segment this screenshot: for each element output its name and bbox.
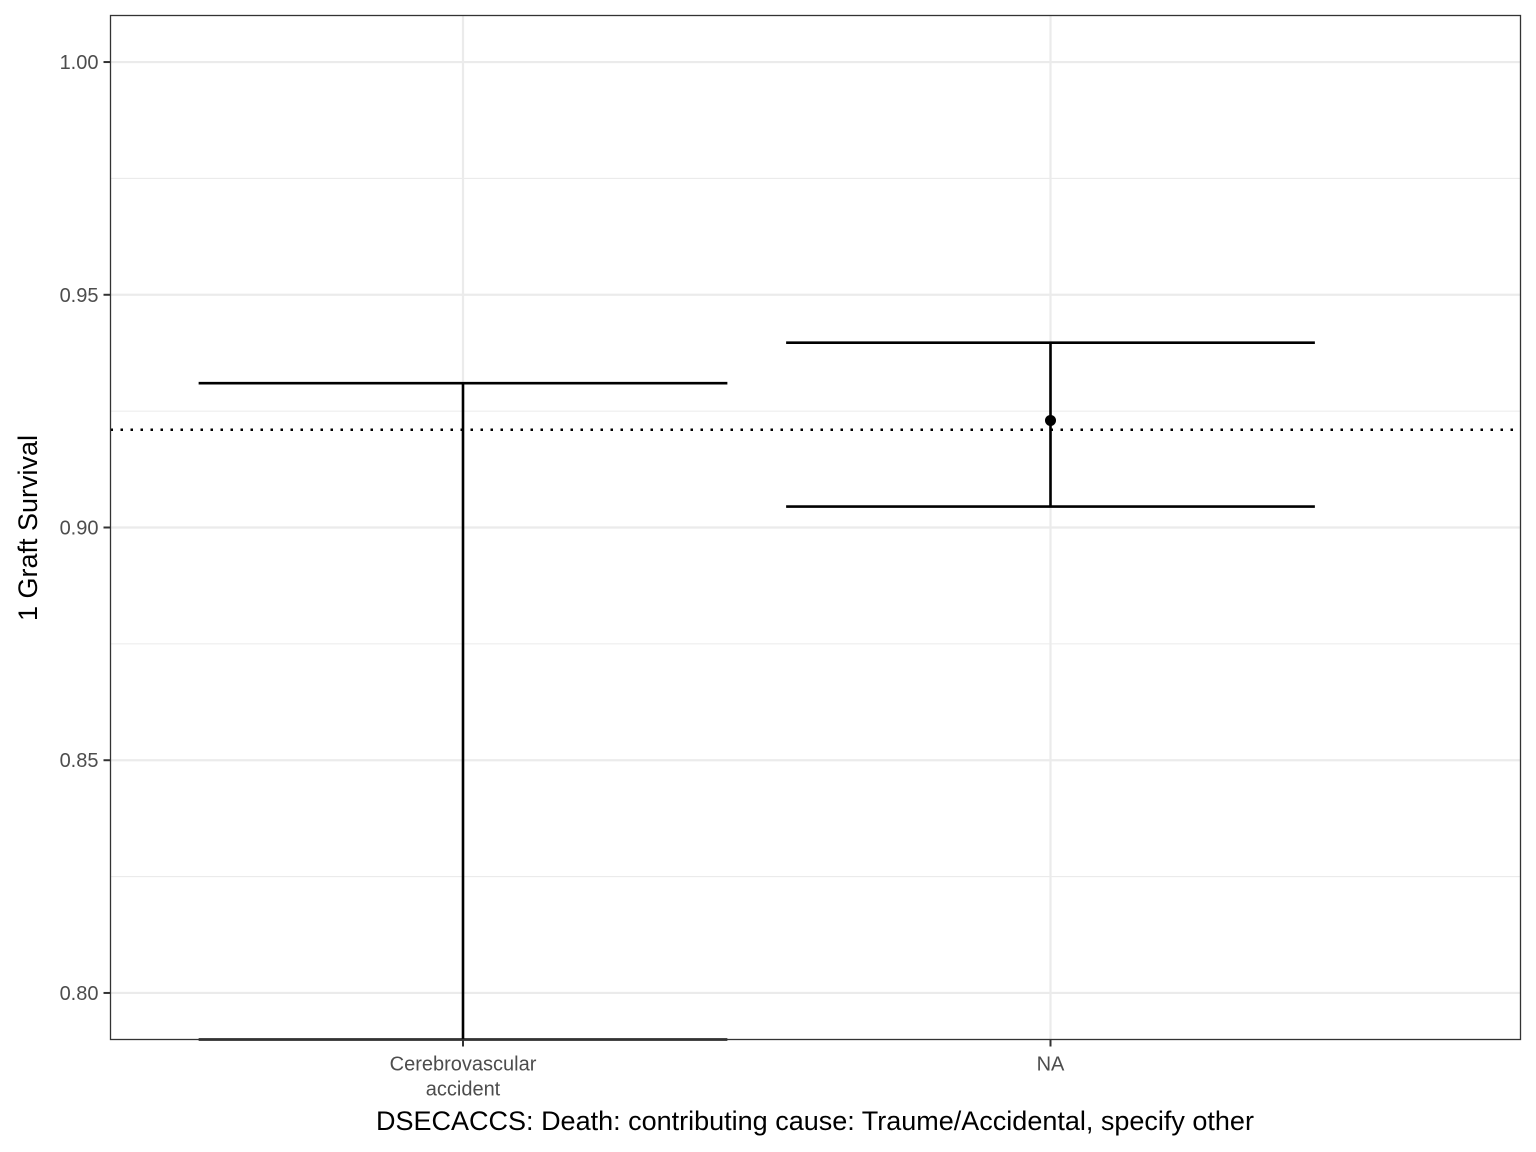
y-tick-label: 0.95 bbox=[60, 285, 99, 307]
y-axis-title: 1 Graft Survival bbox=[13, 435, 43, 621]
axes: 0.80 0.85 0.90 0.95 1.00 Cerebrovascular accid… bbox=[60, 52, 1065, 1100]
y-tick-label: 0.80 bbox=[60, 983, 99, 1005]
point-estimate bbox=[1045, 414, 1056, 426]
y-tick-label: 0.85 bbox=[60, 750, 99, 772]
y-tick-label: 1.00 bbox=[60, 52, 99, 74]
x-tick-label: NA bbox=[1037, 1054, 1065, 1076]
x-tick-label: accident bbox=[426, 1079, 501, 1101]
x-tick-label: Cerebrovascular bbox=[390, 1054, 537, 1076]
y-tick-label: 0.90 bbox=[60, 518, 99, 540]
x-axis-title: DSECACCS: Death: contributing cause: Tra… bbox=[376, 1106, 1254, 1136]
